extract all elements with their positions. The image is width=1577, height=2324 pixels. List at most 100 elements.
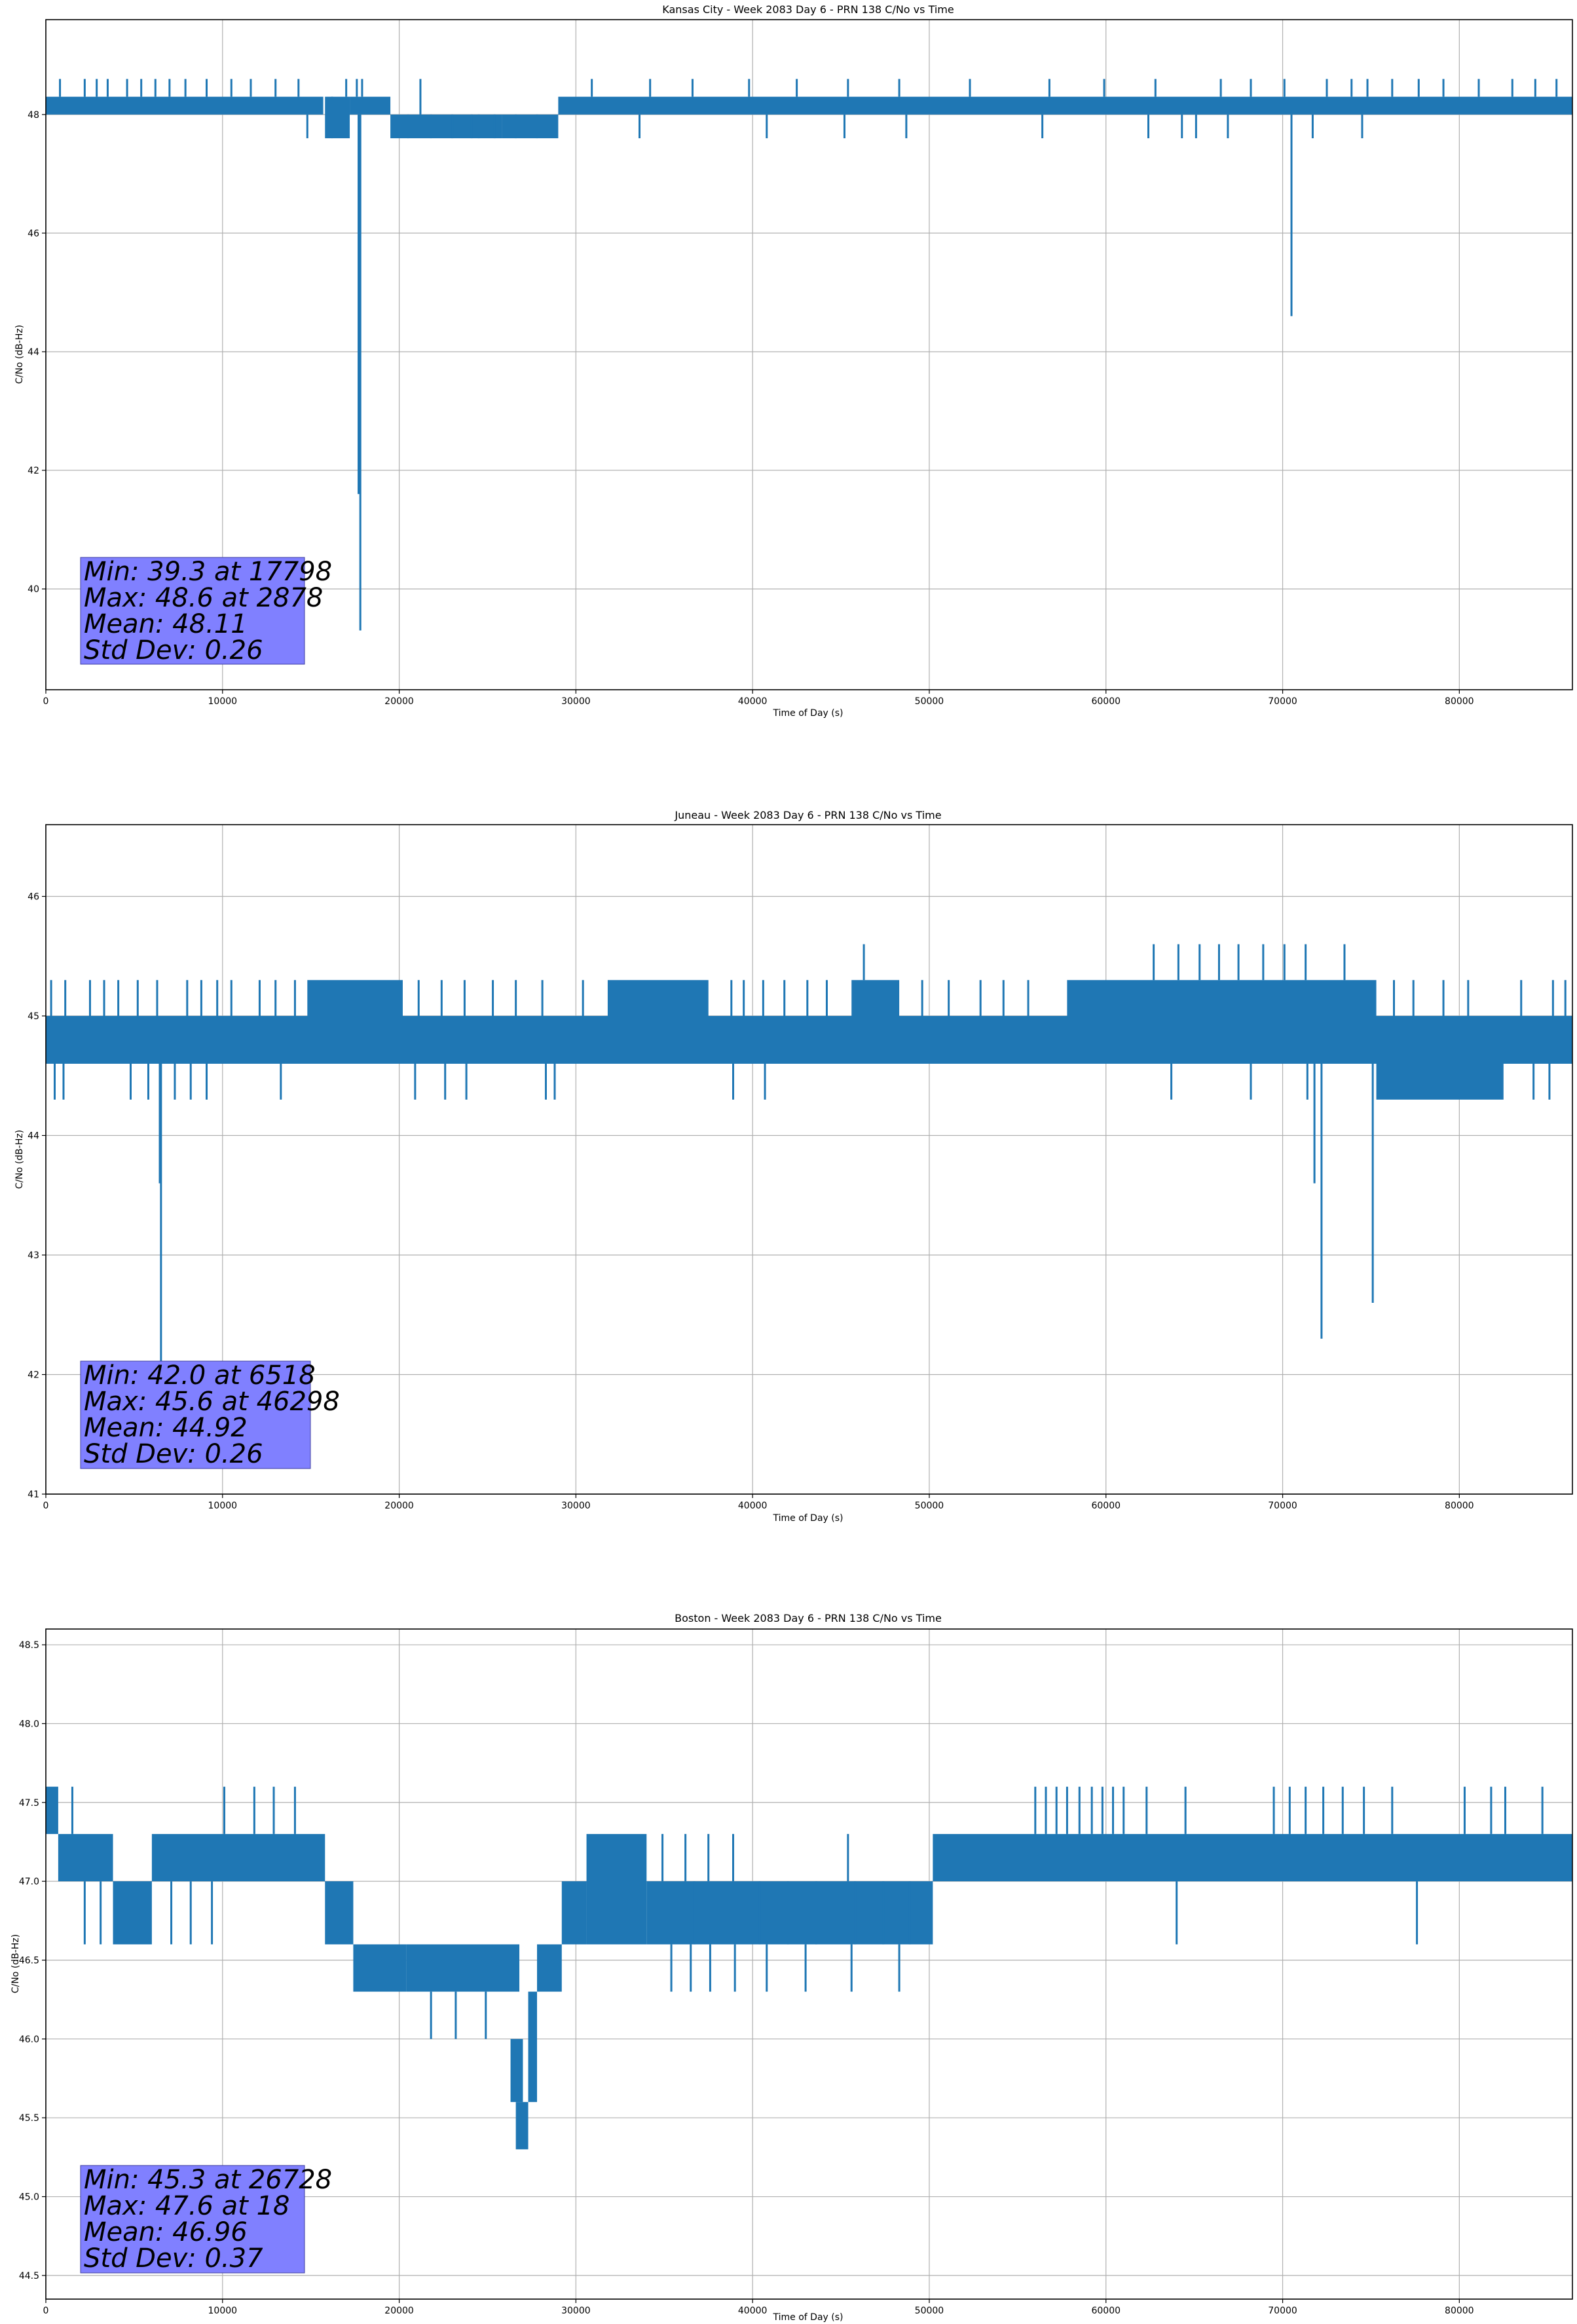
x-tick-label: 10000 <box>208 2306 238 2316</box>
y-tick-label: 47.0 <box>19 1877 39 1887</box>
signal-band <box>933 1833 1572 1882</box>
series-cno <box>46 944 1572 1375</box>
x-tick-label: 60000 <box>1091 696 1121 707</box>
x-tick-label: 50000 <box>915 2306 944 2316</box>
signal-band <box>406 1944 520 1992</box>
x-tick-label: 20000 <box>384 1501 414 1511</box>
y-axis-label: C/No (dB-Hz) <box>10 1934 21 1993</box>
y-tick-label: 45.0 <box>19 2192 39 2203</box>
x-tick-label: 30000 <box>561 696 591 707</box>
x-tick-label: 70000 <box>1268 1501 1297 1511</box>
signal-band <box>58 1833 113 1882</box>
x-tick-label: 10000 <box>208 696 238 707</box>
signal-band <box>307 980 403 1016</box>
series-cno <box>46 1786 1572 2150</box>
y-tick-label: 48 <box>28 110 39 121</box>
stats-mean: Mean: 46.96 <box>84 2217 248 2247</box>
stats-min: Min: 42.0 at 6518 <box>84 1360 316 1391</box>
signal-band <box>325 96 350 139</box>
y-axis-label: C/No (dB-Hz) <box>14 1130 25 1189</box>
signal-band <box>325 1881 354 1945</box>
y-tick-label: 46.0 <box>19 2034 39 2045</box>
x-tick-label: 0 <box>43 1501 49 1511</box>
stats-mean: Mean: 48.11 <box>84 609 248 639</box>
signal-band <box>537 1944 562 1992</box>
x-tick-label: 50000 <box>915 1501 944 1511</box>
y-tick-label: 40 <box>28 584 39 595</box>
x-axis-label: Time of Day (s) <box>773 1513 844 1524</box>
x-tick-label: 50000 <box>915 696 944 707</box>
y-tick-label: 41 <box>28 1490 39 1500</box>
y-tick-label: 42 <box>28 466 39 476</box>
y-tick-label: 45 <box>28 1011 39 1022</box>
y-tick-label: 47.5 <box>19 1798 39 1809</box>
x-tick-label: 20000 <box>384 2306 414 2316</box>
chart-title: Boston - Week 2083 Day 6 - PRN 138 C/No … <box>675 1612 942 1624</box>
chart-kansas-city: Kansas City - Week 2083 Day 6 - PRN 138 … <box>14 3 1573 719</box>
stats-min: Min: 39.3 at 17798 <box>84 557 332 587</box>
y-tick-label: 45.5 <box>19 2113 39 2124</box>
y-tick-label: 44 <box>28 1131 39 1142</box>
x-tick-label: 80000 <box>1445 696 1474 707</box>
signal-band <box>510 2038 523 2103</box>
x-tick-label: 0 <box>43 696 49 707</box>
signal-band <box>151 1833 325 1882</box>
plot-frame <box>45 824 1573 1495</box>
signal-band <box>46 96 324 115</box>
series-cno <box>46 79 1573 631</box>
y-tick-label: 42 <box>28 1370 39 1381</box>
x-tick-label: 40000 <box>738 1501 768 1511</box>
plot-frame <box>45 1628 1573 2300</box>
stats-box <box>80 557 305 665</box>
signal-band <box>515 2102 529 2150</box>
x-tick-label: 0 <box>43 2306 49 2316</box>
stats-std-dev: Std Dev: 0.26 <box>84 635 263 665</box>
y-tick-label: 46.5 <box>19 1955 39 1966</box>
x-axis-label: Time of Day (s) <box>773 708 844 719</box>
stats-std-dev: Std Dev: 0.37 <box>84 2243 263 2274</box>
chart-title: Juneau - Week 2083 Day 6 - PRN 138 C/No … <box>674 809 941 821</box>
y-tick-label: 46 <box>28 892 39 903</box>
x-tick-label: 70000 <box>1268 696 1297 707</box>
x-tick-label: 70000 <box>1268 2306 1297 2316</box>
stats-max: Max: 45.6 at 46298 <box>84 1387 340 1417</box>
plot-frame <box>45 19 1573 690</box>
signal-band <box>528 1991 538 2103</box>
signal-band <box>353 1944 407 1992</box>
stats-box <box>80 2165 305 2274</box>
signal-band <box>113 1881 152 1945</box>
signal-band <box>561 1881 587 1945</box>
signal-band <box>851 980 900 1016</box>
signal-band <box>1067 980 1377 1016</box>
x-tick-label: 60000 <box>1091 2306 1121 2316</box>
stats-max: Max: 48.6 at 2878 <box>84 583 323 613</box>
x-tick-label: 40000 <box>738 2306 768 2316</box>
signal-band <box>1376 1064 1504 1100</box>
signal-band <box>607 980 709 1016</box>
stats-max: Max: 47.6 at 18 <box>84 2191 289 2221</box>
y-tick-label: 44.5 <box>19 2271 39 2281</box>
chart-juneau: Juneau - Week 2083 Day 6 - PRN 138 C/No … <box>14 809 1573 1524</box>
x-tick-label: 80000 <box>1445 2306 1474 2316</box>
signal-band <box>46 1016 1572 1064</box>
x-tick-label: 10000 <box>208 1501 238 1511</box>
chart-boston: Boston - Week 2083 Day 6 - PRN 138 C/No … <box>10 1612 1573 2323</box>
chart-title: Kansas City - Week 2083 Day 6 - PRN 138 … <box>662 3 954 16</box>
signal-band <box>586 1833 647 1945</box>
y-tick-label: 48.0 <box>19 1719 39 1729</box>
stats-min: Min: 45.3 at 26728 <box>84 2165 332 2195</box>
signal-band <box>350 96 391 115</box>
stats-box <box>80 1360 311 1469</box>
x-tick-label: 80000 <box>1445 1501 1474 1511</box>
x-tick-label: 20000 <box>384 696 414 707</box>
stats-mean: Mean: 44.92 <box>84 1413 248 1443</box>
x-tick-label: 60000 <box>1091 1501 1121 1511</box>
x-tick-label: 30000 <box>561 1501 591 1511</box>
x-axis-label: Time of Day (s) <box>773 2312 844 2323</box>
stats-std-dev: Std Dev: 0.26 <box>84 1439 263 1469</box>
x-tick-label: 30000 <box>561 2306 591 2316</box>
y-tick-label: 44 <box>28 347 39 358</box>
signal-band <box>558 96 1573 115</box>
y-tick-label: 48.5 <box>19 1640 39 1651</box>
